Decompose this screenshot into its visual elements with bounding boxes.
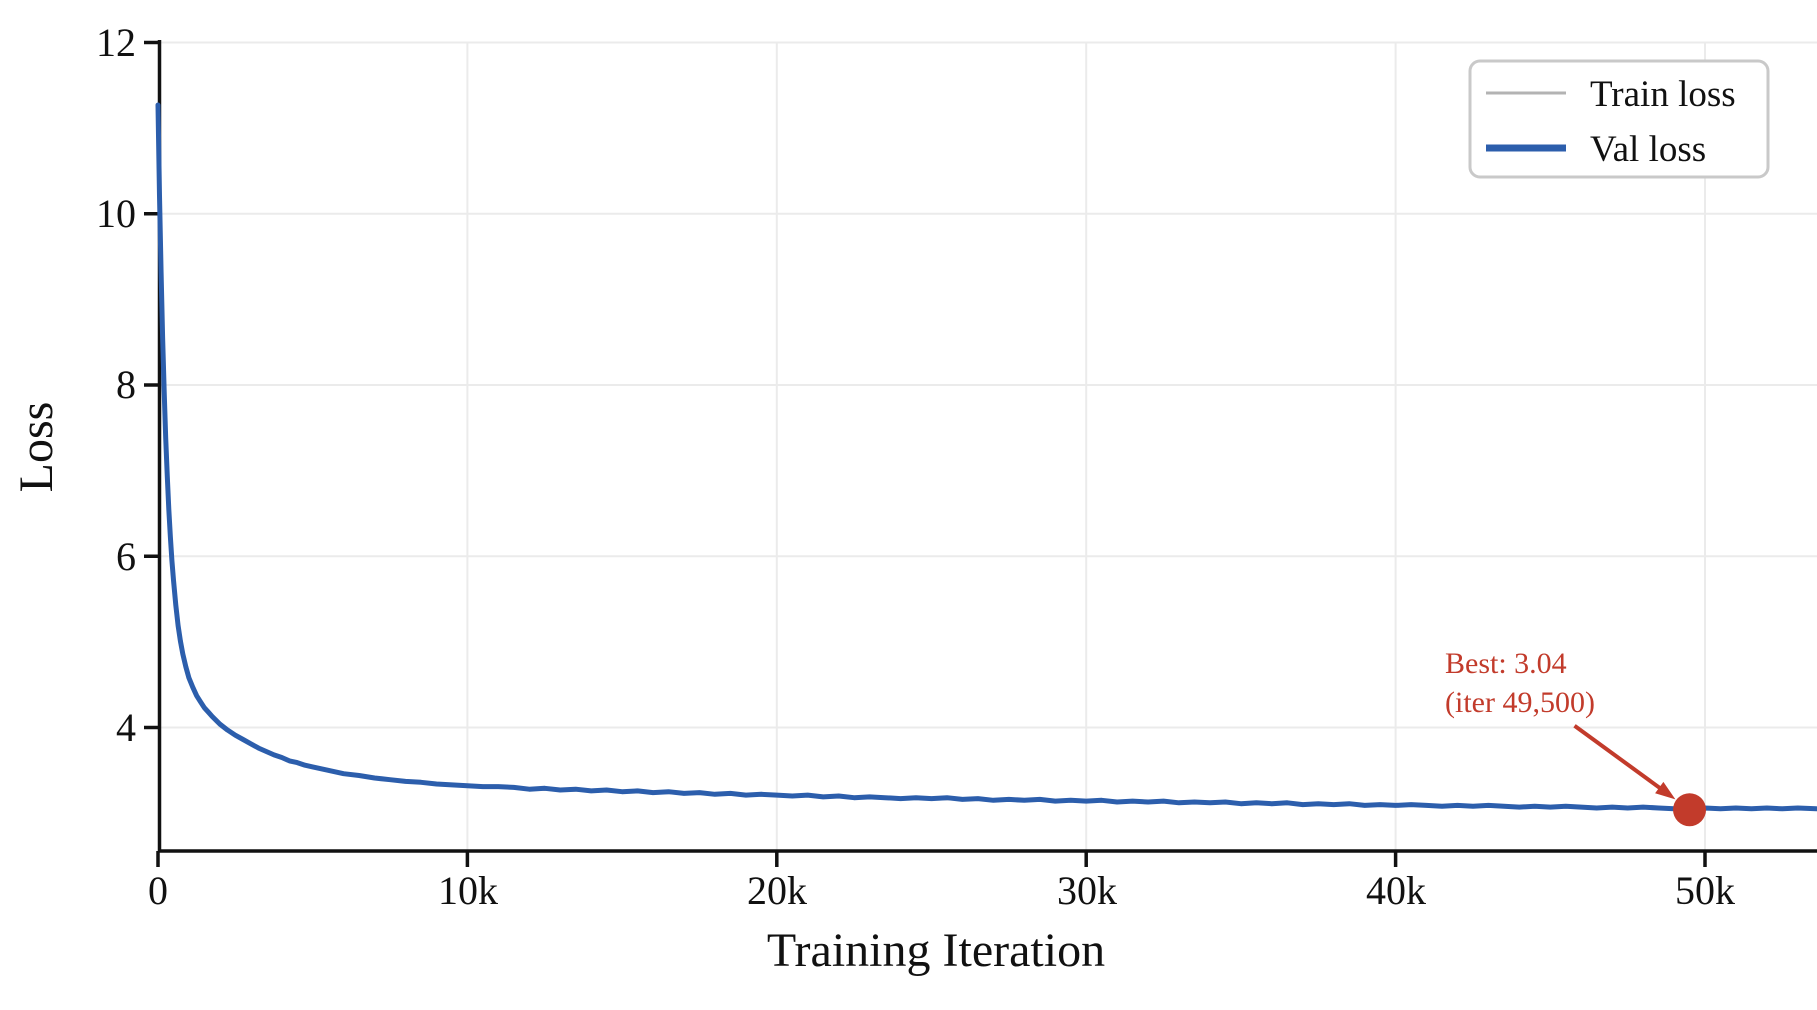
legend-label-val-loss: Val loss: [1590, 129, 1706, 170]
x-tick-label-30k: 30k: [1057, 868, 1117, 913]
gridlines: [158, 41, 1817, 851]
legend-label-train-loss: Train loss: [1590, 74, 1736, 115]
y-tick-label-12: 12: [96, 20, 136, 65]
x-tick-label-10k: 10k: [438, 868, 498, 913]
annotation-arrow-shaft: [1573, 724, 1671, 797]
y-tick-label-8: 8: [116, 362, 136, 407]
best-annotation-line1: Best: 3.04: [1445, 647, 1567, 680]
x-tick-label-40k: 40k: [1366, 868, 1426, 913]
val-loss-line: [155, 102, 1817, 813]
annotation-arrow-head: [1655, 781, 1676, 800]
best-annotation: Best: 3.04 (iter 49,500): [1445, 647, 1707, 827]
x-tick-label-0: 0: [148, 868, 168, 913]
y-tick-labels: 12 10 8 6 4: [96, 20, 136, 750]
best-point-marker: [1673, 793, 1707, 827]
x-tick-label-50k: 50k: [1675, 868, 1735, 913]
loss-curves: [155, 102, 1817, 813]
best-annotation-line2: (iter 49,500): [1445, 686, 1595, 719]
y-tick-label-10: 10: [96, 191, 136, 236]
axis-tick-marks: [144, 40, 1707, 867]
x-tick-label-20k: 20k: [747, 868, 807, 913]
y-axis-title: Loss: [10, 402, 63, 493]
x-tick-labels: 0 10k 20k 30k 40k 50k: [148, 868, 1735, 913]
best-annotation-arrow-group: [1573, 724, 1707, 827]
y-tick-label-6: 6: [116, 534, 136, 579]
y-tick-label-4: 4: [116, 705, 136, 750]
x-axis-title: Training Iteration: [767, 924, 1105, 977]
legend: Train loss Val loss: [1468, 59, 1770, 179]
